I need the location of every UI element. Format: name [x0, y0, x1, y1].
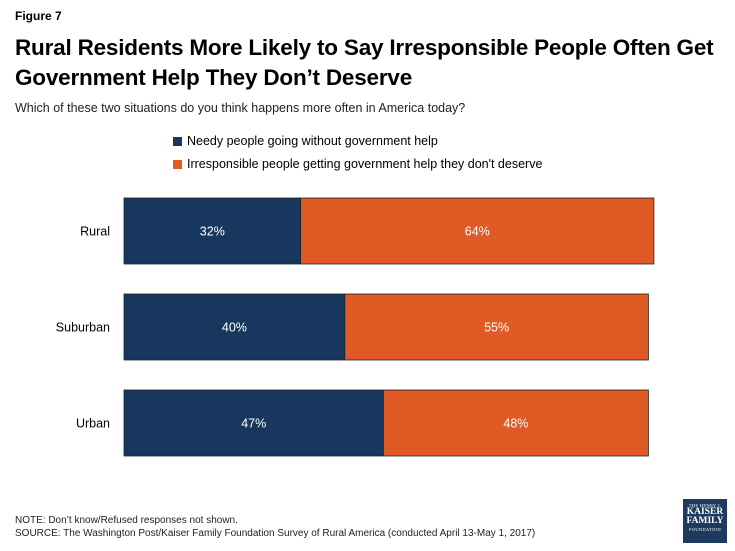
legend-item-needy: Needy people going without government he… — [173, 133, 542, 149]
bar-urban-needy — [123, 389, 384, 457]
legend-item-irresponsible: Irresponsible people getting government … — [173, 156, 542, 172]
category-label-urban: Urban — [76, 417, 110, 431]
note-text: NOTE: Don’t know/Refused responses not s… — [15, 515, 238, 526]
data-label-suburban-needy: 40% — [222, 321, 247, 335]
bar-rural-needy — [123, 197, 302, 265]
legend-swatch-irresponsible — [173, 159, 182, 169]
bar-rural-irresponsible — [300, 197, 655, 265]
bar-chart: Rural 32% 64% Suburban 40% 55% Urban 47% 48% — [56, 197, 655, 457]
category-label-rural: Rural — [80, 225, 110, 239]
kff-logo: THE HENRY J. KAISER FAMILY FOUNDATION — [683, 499, 727, 543]
bar-suburban-irresponsible — [344, 293, 649, 361]
legend-label-needy: Needy people going without government he… — [187, 134, 438, 148]
data-label-urban-irresponsible: 48% — [503, 417, 528, 431]
chart-notes: NOTE: Don’t know/Refused responses not s… — [15, 515, 535, 540]
data-label-urban-needy: 47% — [241, 417, 266, 431]
data-label-suburban-irresponsible: 55% — [484, 321, 509, 335]
bar-urban-irresponsible — [383, 389, 649, 457]
source-text: SOURCE: The Washington Post/Kaiser Famil… — [15, 527, 536, 539]
chart-subtitle: Which of these two situations do you thi… — [15, 101, 466, 115]
data-label-rural-needy: 32% — [200, 225, 225, 239]
legend: Needy people going without government he… — [173, 133, 542, 179]
data-label-rural-irresponsible: 64% — [465, 225, 490, 239]
legend-swatch-needy — [173, 136, 182, 146]
bar-suburban-needy — [123, 293, 346, 361]
category-label-suburban: Suburban — [56, 321, 110, 335]
legend-label-irresponsible: Irresponsible people getting government … — [187, 157, 543, 171]
figure-label: Figure 7 — [15, 9, 62, 23]
chart-title: Rural Residents More Likely to Say Irres… — [15, 35, 714, 90]
